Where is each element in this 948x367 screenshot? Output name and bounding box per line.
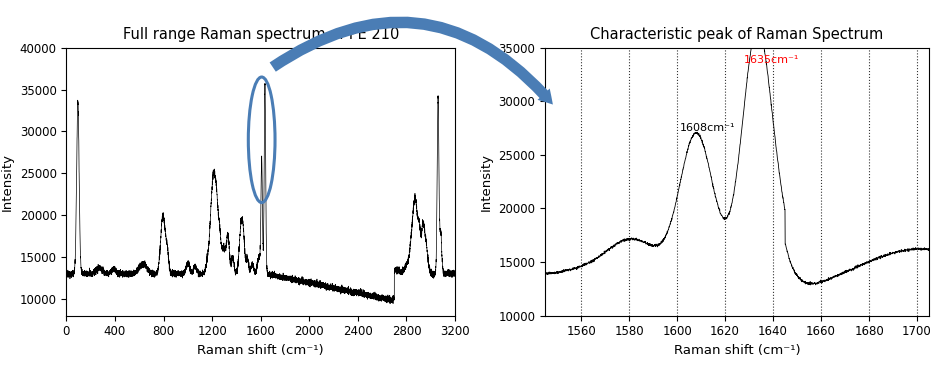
Title: Characteristic peak of Raman Spectrum: Characteristic peak of Raman Spectrum bbox=[591, 28, 884, 42]
X-axis label: Raman shift (cm⁻¹): Raman shift (cm⁻¹) bbox=[197, 344, 324, 357]
Y-axis label: Intensity: Intensity bbox=[480, 153, 493, 211]
Text: 1635cm⁻¹: 1635cm⁻¹ bbox=[744, 55, 800, 65]
Y-axis label: Intensity: Intensity bbox=[1, 153, 14, 211]
Text: 1608cm⁻¹: 1608cm⁻¹ bbox=[680, 123, 735, 133]
X-axis label: Raman shift (cm⁻¹): Raman shift (cm⁻¹) bbox=[674, 344, 800, 357]
Title: Full range Raman spectrum of PE 210: Full range Raman spectrum of PE 210 bbox=[122, 28, 399, 42]
